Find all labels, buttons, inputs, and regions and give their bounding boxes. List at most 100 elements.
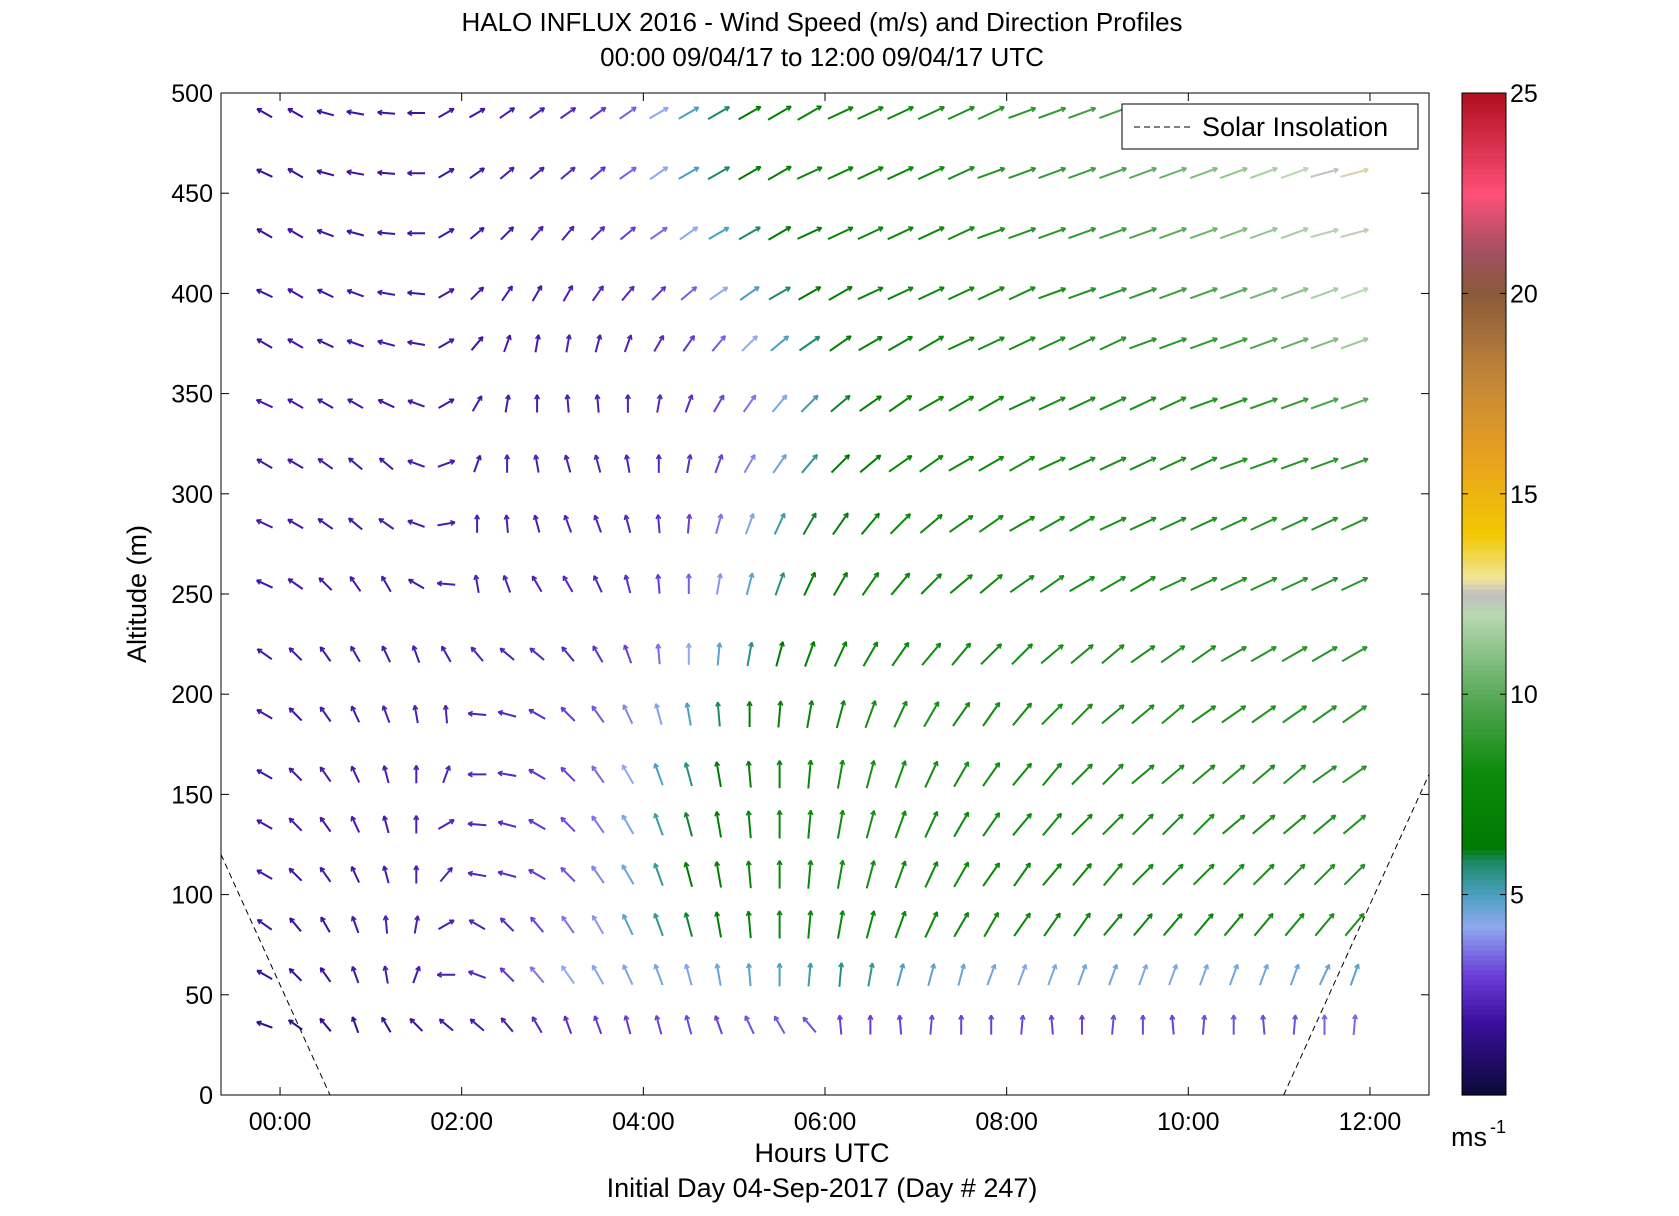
- wind-vector: [714, 911, 722, 938]
- wind-vector: [1038, 336, 1066, 351]
- wind-vector-head: [561, 916, 564, 922]
- wind-vector-head: [1272, 166, 1278, 169]
- wind-vector: [1222, 764, 1246, 785]
- wind-vector: [319, 646, 332, 662]
- wind-vector-shaft: [534, 454, 540, 473]
- wind-vector-head: [409, 1018, 413, 1024]
- wind-vector: [560, 965, 575, 985]
- wind-vector-shaft: [1099, 516, 1127, 531]
- wind-vector-shaft: [256, 107, 273, 119]
- wind-vector: [1013, 912, 1031, 937]
- wind-vector-shaft: [918, 335, 945, 352]
- x-tick-label: 06:00: [794, 1108, 857, 1136]
- wind-vector: [1281, 576, 1309, 592]
- wind-vector: [1101, 644, 1125, 665]
- wind-vector-head: [316, 339, 322, 345]
- wind-vector-head: [470, 647, 474, 653]
- wind-vector-shaft: [256, 918, 273, 931]
- wind-vector-head: [653, 913, 656, 919]
- solar-insolation-curve-morning: [221, 854, 331, 1095]
- wind-vector-shaft: [1070, 644, 1094, 665]
- wind-vector: [591, 865, 605, 884]
- wind-vector: [836, 1014, 844, 1035]
- wind-vector: [256, 107, 273, 119]
- wind-vector-shaft: [1310, 287, 1339, 300]
- wind-vector: [1258, 963, 1269, 986]
- wind-vector-shaft: [857, 166, 884, 181]
- wind-vector-head: [814, 335, 820, 338]
- wind-vector-shaft: [747, 810, 752, 839]
- colorbar-band: [1462, 113, 1506, 119]
- wind-vector-shaft: [924, 911, 939, 938]
- colorbar-band: [1462, 609, 1506, 615]
- wind-vector-shaft: [1129, 575, 1156, 593]
- wind-vector-head: [928, 1014, 933, 1020]
- wind-vector-shaft: [947, 226, 975, 241]
- wind-vector-shaft: [1042, 812, 1063, 837]
- wind-vector-shaft: [1249, 167, 1278, 180]
- wind-vector: [958, 1014, 965, 1035]
- wind-vector-shaft: [747, 860, 752, 889]
- colorbar-band: [1462, 694, 1506, 700]
- wind-vector-shaft: [918, 286, 945, 301]
- wind-vector: [1249, 337, 1278, 350]
- wind-vector-head: [377, 231, 383, 236]
- wind-vector: [1139, 1014, 1146, 1035]
- wind-vector-head: [1363, 227, 1369, 231]
- wind-vector: [802, 1016, 817, 1034]
- wind-vector-head: [1151, 337, 1157, 340]
- wind-vector: [948, 395, 975, 412]
- wind-vector: [745, 963, 753, 987]
- wind-vector-shaft: [348, 517, 363, 531]
- wind-vector-head: [475, 454, 481, 460]
- wind-vector-head: [256, 399, 261, 405]
- wind-vector-head: [1142, 963, 1148, 969]
- wind-vector: [1077, 963, 1088, 986]
- wind-vector: [1129, 456, 1157, 471]
- wind-vector-shaft: [1009, 574, 1035, 594]
- wind-vector-head: [600, 166, 606, 169]
- wind-vector: [1161, 813, 1184, 836]
- wind-vector: [528, 818, 546, 831]
- wind-vector-shaft: [1159, 227, 1187, 240]
- wind-vector-head: [1333, 227, 1339, 231]
- wind-vector-head: [1056, 762, 1062, 766]
- colorbar-band: [1462, 849, 1506, 856]
- wind-vector-head: [937, 454, 943, 457]
- wind-vector: [1038, 166, 1067, 180]
- wind-vector: [653, 862, 664, 887]
- wind-vector-shaft: [287, 338, 304, 349]
- wind-vector: [715, 513, 724, 535]
- wind-vector-shaft: [653, 813, 664, 836]
- wind-vector: [1160, 645, 1186, 664]
- wind-vector: [953, 811, 970, 838]
- wind-vector-shaft: [589, 106, 607, 120]
- wind-vector-head: [288, 707, 292, 714]
- wind-vector: [917, 226, 945, 241]
- wind-vector: [745, 572, 755, 596]
- wind-vector: [921, 642, 942, 666]
- wind-vector: [256, 819, 273, 830]
- colorbar-band: [1462, 734, 1506, 740]
- colorbar-band: [1462, 318, 1506, 325]
- wind-vector: [381, 645, 392, 663]
- wind-vector: [503, 514, 510, 533]
- wind-vector: [796, 166, 823, 180]
- wind-vector-shaft: [319, 967, 332, 983]
- wind-vector-head: [560, 867, 564, 873]
- wind-vector-head: [317, 458, 322, 464]
- wind-vector-shaft: [377, 290, 396, 296]
- wind-vector: [499, 917, 515, 932]
- wind-vector-shaft: [560, 766, 576, 782]
- wind-vector: [350, 645, 361, 663]
- wind-vector-shaft: [1222, 863, 1245, 886]
- wind-vector-head: [539, 107, 545, 110]
- wind-vector-shaft: [383, 815, 390, 834]
- wind-vector: [1344, 912, 1365, 937]
- wind-vector-shaft: [1159, 516, 1187, 531]
- wind-vector-head: [901, 860, 906, 865]
- wind-vector: [377, 169, 396, 176]
- wind-vector: [887, 166, 914, 181]
- wind-vector-shaft: [503, 575, 512, 593]
- wind-vector-head: [812, 453, 818, 458]
